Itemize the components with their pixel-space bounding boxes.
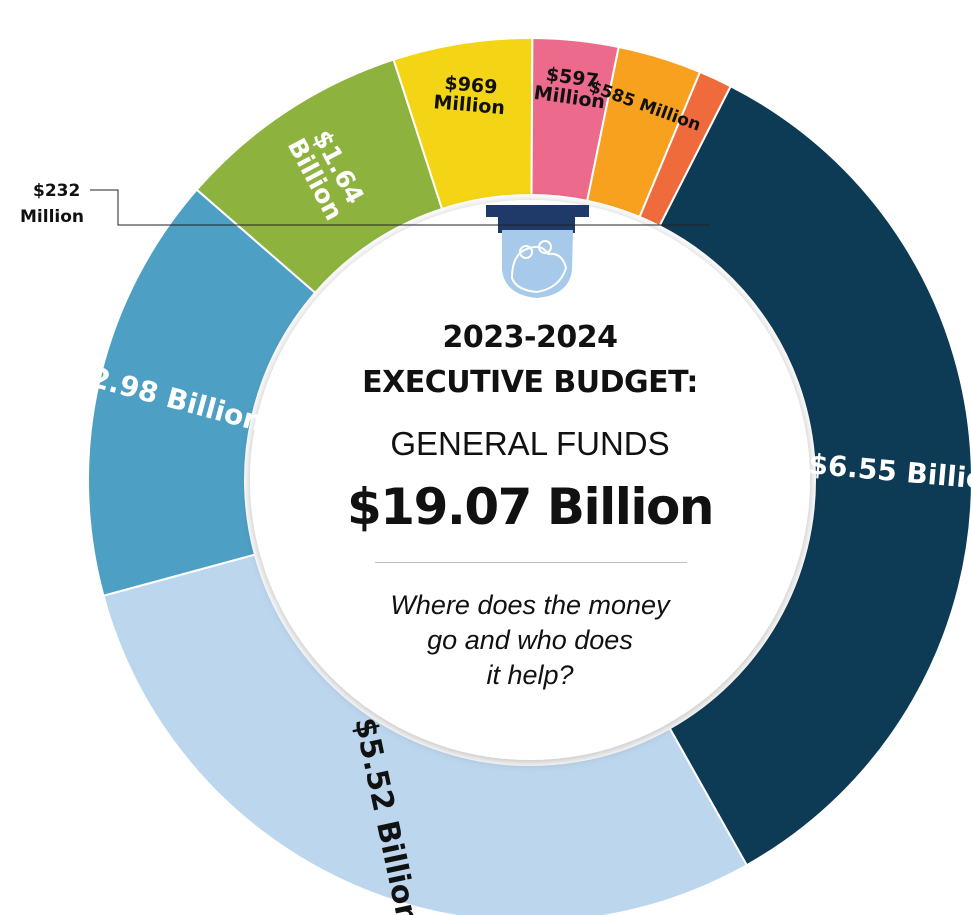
slice-0 bbox=[658, 84, 971, 867]
center-circle bbox=[250, 200, 810, 760]
donut-slices bbox=[87, 37, 971, 915]
chart-subtitle: GENERAL FUNDS bbox=[390, 425, 670, 462]
question-text: Where does the money go and who does it … bbox=[330, 588, 730, 693]
question-line-2: go and who does bbox=[427, 625, 633, 655]
keystone-logo-icon bbox=[486, 205, 589, 298]
slice-label-7: $232 Million bbox=[20, 181, 84, 227]
question-line-1: Where does the money bbox=[390, 590, 670, 620]
slice-2 bbox=[87, 188, 317, 597]
question-line-3: it help? bbox=[486, 660, 574, 690]
chart-title-line-2: EXECUTIVE BUDGET: bbox=[362, 365, 698, 400]
total-amount: $19.07 Billion bbox=[347, 478, 714, 536]
callout-line bbox=[90, 189, 711, 226]
slice-label-5: $597Million bbox=[532, 62, 609, 113]
slice-7 bbox=[638, 70, 733, 228]
slice-1 bbox=[102, 553, 749, 915]
divider bbox=[375, 562, 687, 563]
chart-title-line-1: 2023-2024 bbox=[442, 320, 618, 355]
